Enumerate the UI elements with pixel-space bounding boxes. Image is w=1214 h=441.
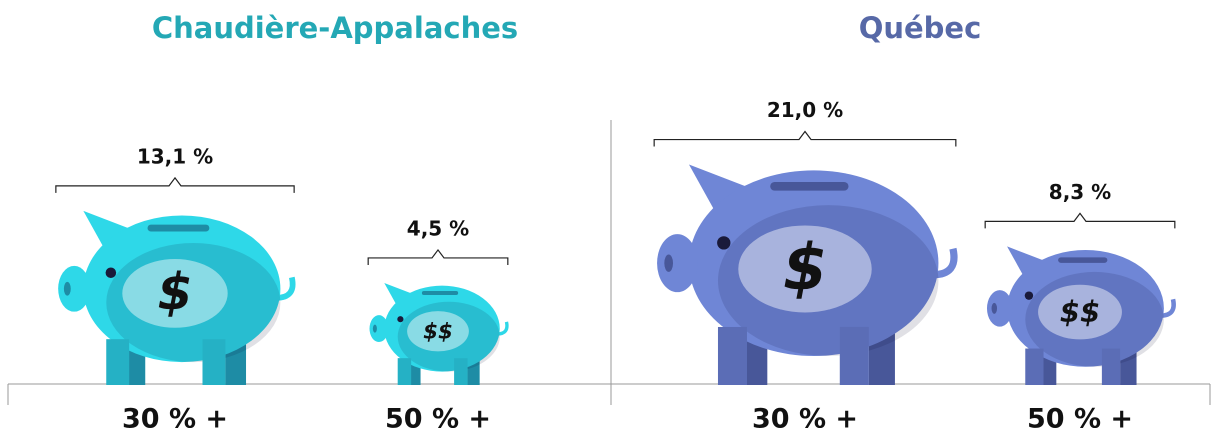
- chart-title: Chaudière-Appalaches: [152, 11, 518, 45]
- pig-leg-shade: [454, 358, 468, 385]
- icon-label: $: [783, 231, 827, 305]
- pig-leg: [106, 339, 130, 385]
- pig-body: [688, 170, 939, 356]
- pig-ear: [1007, 246, 1055, 280]
- pig-snout: [657, 234, 698, 293]
- pig-belly: [122, 258, 228, 328]
- pig-leg: [839, 326, 869, 385]
- value-label: 4,5 %: [407, 216, 469, 240]
- category-label: 50 % +: [385, 404, 491, 435]
- pig-leg: [202, 339, 226, 385]
- value-label: 21,0 %: [767, 98, 843, 122]
- bracket: [367, 248, 509, 265]
- pig-body-shade: [717, 205, 939, 356]
- pig-ear: [83, 210, 143, 253]
- bracket: [55, 176, 295, 193]
- pig-body-shade: [106, 242, 281, 363]
- category-label: 30 % +: [122, 404, 228, 435]
- piggy-bank: $$: [369, 282, 509, 385]
- pig-eye: [397, 316, 404, 323]
- pig-leg-shade: [106, 339, 130, 385]
- bracket: [984, 212, 1176, 229]
- pig-leg-shade: [202, 339, 226, 385]
- pig-leg-shade: [1101, 348, 1121, 385]
- pig-nostril: [372, 324, 377, 333]
- pig-leg-shade: [397, 358, 412, 385]
- pig-leg: [1025, 348, 1044, 385]
- value-label: 13,1 %: [137, 144, 213, 168]
- piggy-bank: $: [657, 164, 958, 385]
- pig-belly: [407, 311, 469, 352]
- pig-body: [83, 215, 281, 363]
- pig-nostril: [63, 281, 71, 296]
- category-label: 30 % +: [752, 404, 858, 435]
- icon-label: $$: [423, 320, 453, 345]
- pig-body-shade: [397, 301, 500, 372]
- coin-slot: [770, 181, 849, 191]
- pig-leg: [397, 358, 412, 385]
- coin-slot: [1058, 257, 1108, 263]
- pig-eye: [105, 267, 117, 279]
- pig-snout: [369, 315, 389, 343]
- value-label: 8,3 %: [1049, 180, 1111, 204]
- pig-snout: [58, 265, 91, 312]
- pig-leg-shade: [717, 326, 747, 385]
- pig-body: [384, 285, 500, 372]
- pig-nostril: [664, 254, 674, 272]
- icon-label: $: [157, 262, 192, 321]
- pig-belly: [1038, 284, 1122, 340]
- coin-slot: [421, 291, 459, 296]
- pig-body: [1007, 250, 1164, 367]
- pig-leg-shade: [839, 326, 869, 385]
- chart-title: Québec: [859, 11, 982, 45]
- bracket: [653, 130, 957, 147]
- pig-snout: [986, 290, 1013, 327]
- pig-leg: [1101, 348, 1121, 385]
- pig-nostril: [991, 302, 998, 314]
- coin-slot: [147, 224, 210, 232]
- pig-leg: [454, 358, 468, 385]
- pig-eye: [1024, 291, 1034, 300]
- pig-ear: [384, 282, 420, 308]
- icon-label: $$: [1060, 295, 1101, 329]
- piggy-bank: $: [58, 210, 296, 385]
- category-label: 50 % +: [1027, 404, 1133, 435]
- piggy-bank: $$: [986, 246, 1176, 385]
- pig-belly: [738, 225, 872, 313]
- pig-leg: [717, 326, 747, 385]
- pig-ear: [688, 164, 765, 217]
- pig-eye: [717, 236, 731, 250]
- pig-body-shade: [1025, 271, 1164, 367]
- pig-leg-shade: [1025, 348, 1044, 385]
